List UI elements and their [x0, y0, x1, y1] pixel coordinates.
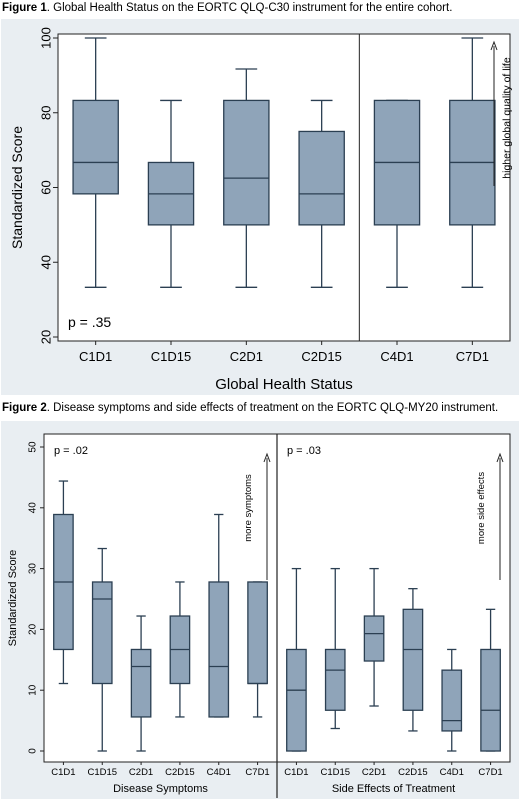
x-tick-label: C7D1 [478, 767, 502, 778]
x-tick-label: C1D1 [284, 767, 308, 778]
box-iqr [324, 648, 346, 711]
y-tick-label: 20 [39, 330, 54, 344]
box-side-effects-C1D1 [286, 567, 307, 752]
box-iqr [91, 581, 113, 685]
figure2-caption-label: Figure 2 [2, 402, 47, 414]
y-tick-label: 20 [28, 623, 39, 635]
box-iqr [363, 615, 385, 662]
arrow-label: higher global quality of life [501, 57, 513, 179]
box-symptoms-C2D1 [130, 615, 152, 752]
box-iqr [208, 581, 230, 718]
x-tick-label: C2D15 [398, 767, 428, 778]
box-side-effects-C7D1 [480, 608, 501, 752]
figure1-caption-text: . Global Health Status on the EORTC QLQ-… [46, 2, 453, 14]
x-tick-label: C1D1 [51, 767, 75, 778]
x-tick-label: C4D1 [207, 767, 231, 778]
box-symptoms-C1D15 [91, 547, 113, 752]
box-C2D1 [223, 68, 270, 288]
x-tick-label: C1D15 [320, 767, 350, 778]
box-iqr [130, 648, 152, 718]
x-tick-label: C2D1 [230, 349, 263, 364]
box-symptoms-C4D1 [208, 513, 230, 718]
x-tick-label: C1D15 [87, 767, 117, 778]
box-side-effects-C4D1 [441, 648, 463, 752]
p-value-annotation: p = .35 [68, 314, 111, 330]
y-tick-label: 80 [39, 106, 54, 120]
y-tick-label: 50 [28, 441, 39, 453]
figure1-caption: Figure 1. Global Health Status on the EO… [2, 2, 452, 14]
box-iqr [223, 99, 270, 226]
box-iqr [441, 669, 463, 732]
x-tick-label: C4D1 [440, 767, 464, 778]
arrow-head [263, 452, 271, 463]
box-symptoms-C7D1 [247, 581, 268, 718]
x-tick-label: C2D1 [129, 767, 153, 778]
box-C2D15 [298, 99, 345, 288]
figure1-chart: 20 40 60 80 100 Standardized Score C1D1 C1D15 C2… [0, 18, 520, 396]
x-axis-title: Global Health Status [215, 376, 353, 393]
box-C1D1 [72, 37, 119, 288]
figure2-caption: Figure 2. Disease symptoms and side effe… [2, 402, 498, 414]
y-tick-label: 0 [28, 748, 39, 754]
p-value-annotation: p = .02 [54, 445, 88, 457]
arrow-head [490, 40, 498, 51]
box-side-effects-C2D15 [402, 588, 424, 732]
x-tick-label: C2D15 [301, 349, 341, 364]
figure1-caption-label: Figure 1 [2, 2, 47, 14]
group-title: Side Effects of Treatment [332, 783, 455, 795]
x-tick-label: C1D15 [151, 349, 191, 364]
figure2-chart: 0 10 20 30 40 50 Standardized Score C1D1 C1D15 C2… [0, 420, 520, 800]
p-value-annotation: p = .03 [287, 445, 321, 457]
x-tick-label: C2D15 [165, 767, 195, 778]
y-tick-label: 60 [39, 180, 54, 194]
x-tick-label: C1D1 [79, 349, 112, 364]
x-tick-label: C7D1 [245, 767, 269, 778]
box-iqr [72, 99, 119, 195]
box-iqr [298, 130, 345, 226]
box-symptoms-C2D15 [169, 581, 191, 718]
box-iqr [402, 608, 424, 711]
x-tick-label: C2D1 [362, 767, 386, 778]
box-C4D1 [373, 99, 421, 288]
y-tick-label: 100 [39, 27, 54, 49]
box-C1D15 [147, 99, 195, 288]
box-symptoms-C1D1 [53, 480, 74, 685]
y-tick-label: 30 [28, 563, 39, 575]
box-iqr [286, 648, 307, 752]
x-tick-label: C4D1 [380, 349, 413, 364]
arrow-label: more symptoms [243, 474, 254, 542]
y-axis-title: Standardized Score [9, 126, 25, 249]
box-iqr [480, 648, 501, 752]
group-title: Disease Symptoms [113, 783, 208, 795]
box-side-effects-C1D15 [324, 567, 346, 730]
x-tick-label: C7D1 [456, 349, 489, 364]
box-side-effects-C2D1 [363, 567, 385, 707]
y-axis-title: Standardized Score [7, 550, 19, 647]
box-C7D1 [449, 37, 496, 288]
y-tick-label: 40 [39, 255, 54, 269]
figure2-caption-text: . Disease symptoms and side effects of t… [46, 402, 499, 414]
y-tick-label: 10 [28, 684, 39, 696]
plot-area [57, 33, 511, 342]
box-iqr [247, 581, 268, 685]
arrow-label: more side effects [476, 472, 487, 544]
arrow-head [496, 452, 504, 463]
y-tick-label: 40 [28, 502, 39, 514]
